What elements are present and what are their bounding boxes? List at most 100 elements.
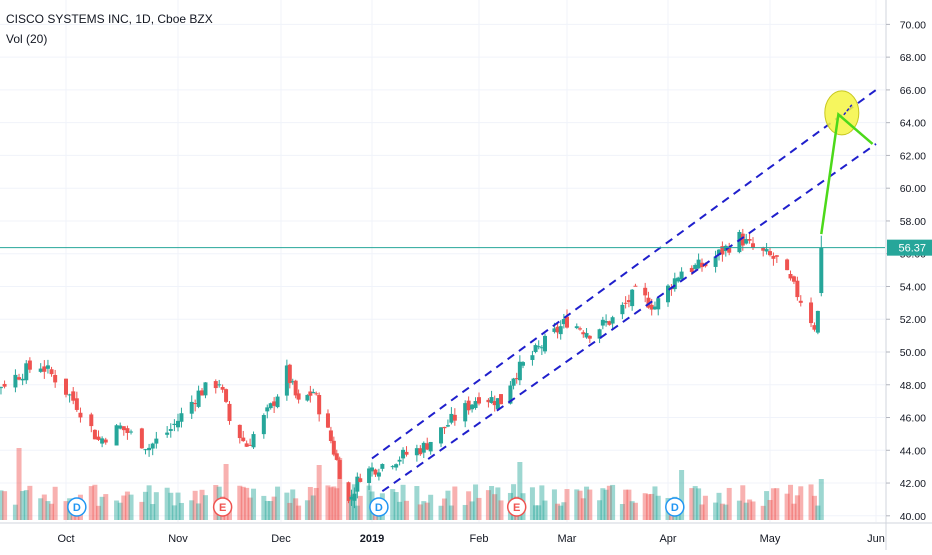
volume-bar	[476, 497, 482, 520]
candle-body	[536, 346, 541, 348]
price-axis-label: 68.00	[900, 52, 926, 64]
candle-body	[287, 364, 292, 384]
volume-bar	[623, 489, 629, 520]
volume-bar	[164, 487, 170, 520]
candle-body	[328, 430, 333, 442]
price-axis-label: 70.00	[900, 19, 926, 31]
volume-bar	[293, 498, 299, 520]
candle-body	[578, 328, 583, 330]
candle-body	[404, 451, 409, 455]
volume-bar	[124, 491, 130, 520]
candle-body	[574, 326, 579, 329]
time-axis-label: Feb	[470, 533, 489, 545]
price-axis-label: 52.00	[900, 314, 926, 326]
volume-bar	[337, 458, 343, 520]
candle-body	[785, 259, 790, 271]
candle-body	[189, 401, 194, 414]
candle-body	[390, 466, 395, 468]
volume-bar	[63, 501, 69, 520]
candle-body	[308, 391, 313, 396]
volume-bar	[178, 502, 184, 520]
volume-bar	[818, 479, 824, 520]
volume-bar	[719, 503, 725, 520]
volume-bar	[529, 487, 535, 520]
volume-bar	[495, 487, 501, 520]
volume-bar	[264, 500, 270, 520]
candle-body	[630, 289, 635, 307]
price-axis: 40.00 42.00 44.00 46.00 48.00 50.00 52.00 54.00…	[885, 0, 932, 550]
candle-body	[439, 427, 444, 444]
candle-body	[45, 365, 50, 369]
volume-bar	[202, 495, 208, 520]
candle-body	[103, 439, 108, 443]
candle-body	[334, 453, 339, 460]
candle-body	[470, 404, 475, 410]
candle-body	[290, 381, 295, 383]
candle-body	[737, 231, 742, 253]
candle-body	[445, 425, 450, 427]
volume-bar	[740, 485, 746, 520]
volume-bar	[325, 485, 331, 520]
candle-body	[129, 431, 134, 433]
volume-bar	[561, 502, 567, 520]
volume-bar	[146, 485, 152, 520]
volume-bar	[400, 484, 406, 520]
volume-bar	[606, 485, 612, 520]
volume-bar	[679, 470, 685, 520]
candle-body	[358, 478, 363, 482]
volume-indicator-label[interactable]: Vol (20)	[6, 32, 48, 46]
candle-body	[275, 396, 280, 408]
candle-body	[376, 472, 381, 477]
volume-bar	[764, 491, 770, 520]
volume-bar	[171, 505, 177, 520]
volume-bar	[114, 500, 120, 520]
candle-body	[774, 255, 779, 257]
candle-body	[168, 429, 173, 431]
candle-body	[623, 302, 628, 304]
candle-body	[346, 482, 351, 501]
dividend-marker	[67, 497, 87, 517]
event-marker-label: E	[219, 502, 226, 514]
volume-bar	[791, 503, 797, 520]
candle-body	[558, 326, 563, 335]
volume-bar	[421, 501, 427, 520]
volume-bar	[736, 500, 742, 520]
volume-bar	[414, 486, 420, 520]
candle-body	[672, 278, 677, 290]
candle-body	[213, 381, 218, 389]
volume-bar	[498, 500, 504, 520]
candle-body	[543, 335, 547, 352]
volume-bar	[473, 484, 479, 520]
candle-body	[237, 424, 242, 439]
candle-body	[261, 415, 266, 435]
volume-bar	[445, 490, 451, 520]
volume-bar	[334, 488, 340, 520]
volume-bar	[192, 490, 198, 520]
candle-body	[552, 328, 557, 332]
candle-body	[620, 304, 625, 315]
volume-bar	[808, 484, 814, 520]
candle-body	[114, 425, 119, 446]
time-axis-label: May	[760, 533, 781, 545]
volume-bar	[16, 448, 22, 520]
volume-bar	[346, 500, 352, 520]
volume-bar	[328, 487, 334, 520]
volume-bar	[542, 500, 548, 520]
candle-body	[452, 414, 457, 421]
time-axis-label: 2019	[360, 533, 384, 545]
candle-body	[121, 426, 126, 431]
volume-bar	[397, 501, 403, 520]
price-axis-label: 48.00	[900, 380, 926, 392]
volume-bar	[12, 504, 18, 520]
volume-bar	[240, 486, 246, 520]
volume-bar	[121, 495, 127, 520]
candle-body	[700, 262, 704, 268]
symbol-title[interactable]: CISCO SYSTEMS INC, 1D, Cboe BZX	[6, 12, 213, 26]
candle-body	[268, 403, 273, 409]
volume-bar	[696, 488, 702, 520]
price-axis-label: 40.00	[900, 511, 926, 523]
volume-bar	[49, 503, 55, 520]
candle-body	[768, 251, 772, 256]
candle-body	[565, 316, 569, 328]
